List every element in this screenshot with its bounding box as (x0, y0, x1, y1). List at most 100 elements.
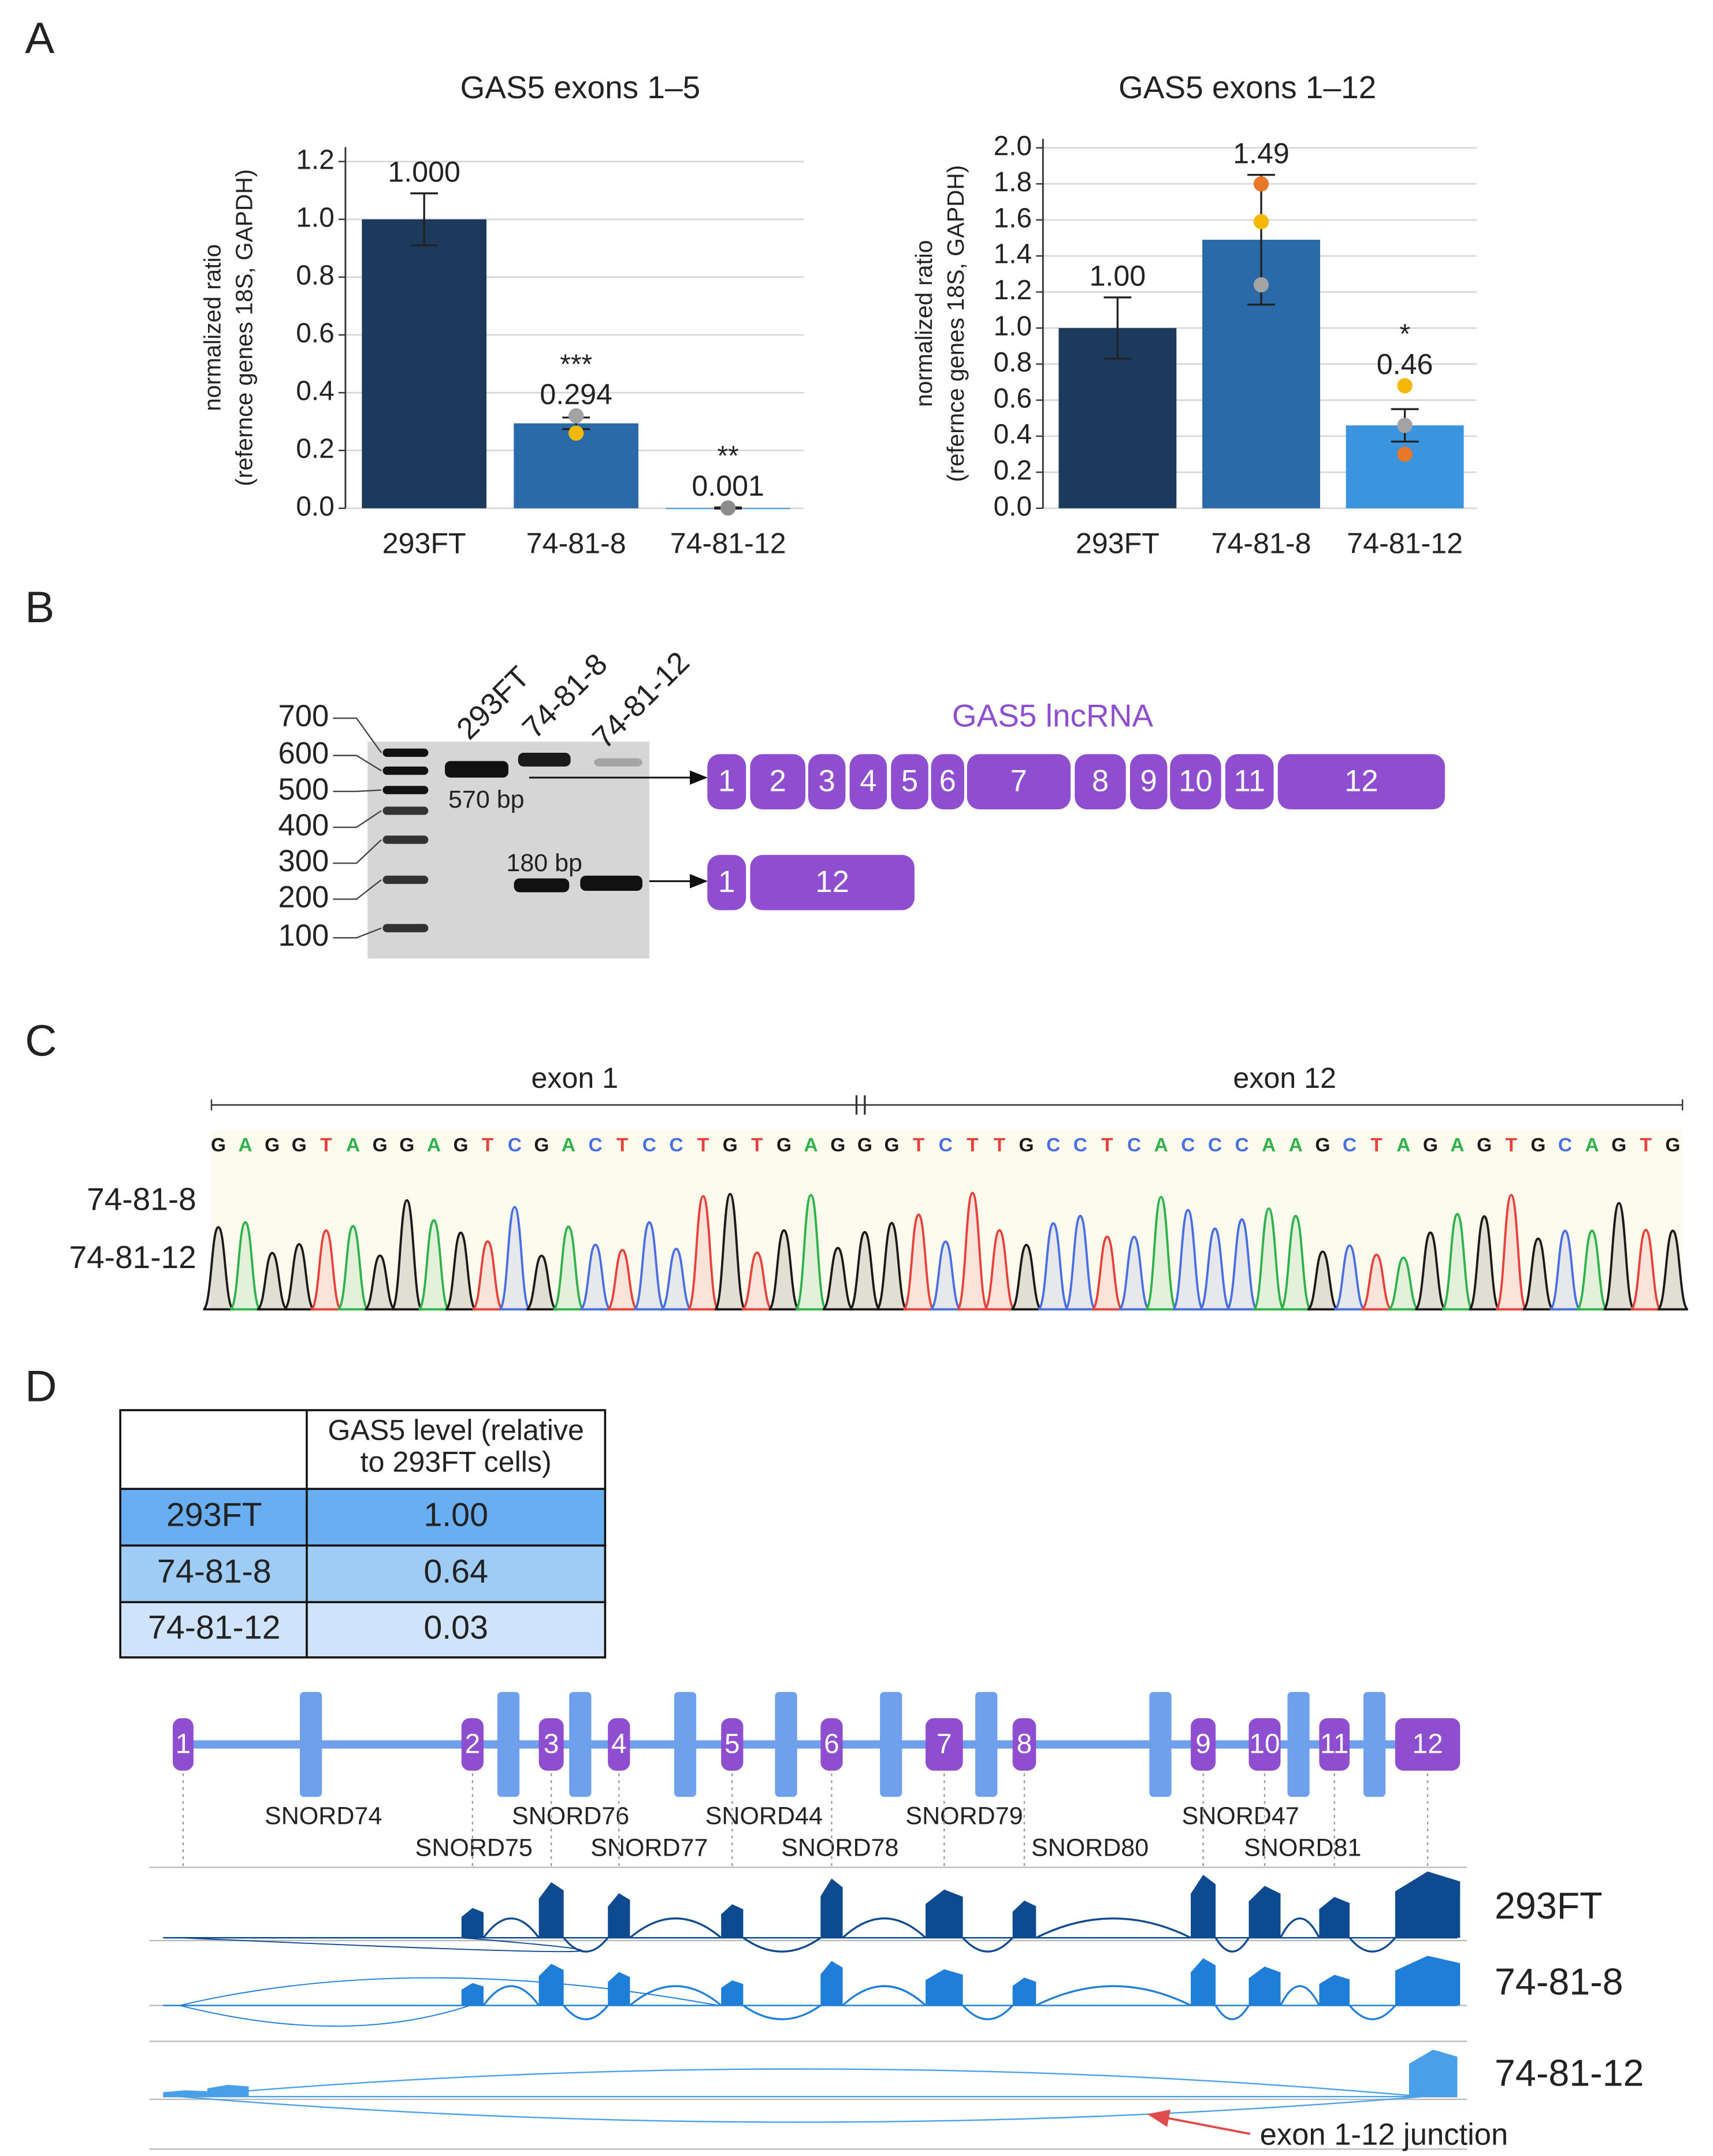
replicate-point (568, 425, 584, 441)
trace-peak (741, 1251, 773, 1311)
coverage (820, 1878, 843, 1938)
base-call: A (1262, 1135, 1276, 1156)
replicate-point (1253, 277, 1269, 293)
value-label: 1.49 (1233, 137, 1290, 169)
ladder-label: 300 (278, 844, 329, 878)
exon (1012, 1718, 1036, 1771)
base-call: A (1154, 1135, 1168, 1156)
base-call: A (1289, 1135, 1303, 1156)
exon-label: 10 (1179, 764, 1212, 798)
exon (1248, 1718, 1281, 1771)
junction-arc (1035, 1917, 1191, 1939)
base-call: G (1665, 1135, 1680, 1156)
exon (707, 754, 746, 809)
bar (362, 219, 487, 508)
junction-arc (482, 1985, 540, 2006)
trace-peak (983, 1229, 1016, 1311)
exon-label: 9 (1140, 764, 1157, 798)
base-call: T (994, 1135, 1006, 1156)
base-call: T (913, 1135, 925, 1156)
table-header-cell (119, 1409, 607, 1490)
snord-box (880, 1692, 902, 1797)
panel-label: C (25, 1017, 57, 1066)
trace-peak (552, 1225, 585, 1311)
base-call: A (562, 1135, 575, 1156)
exon-label: 5 (724, 1729, 740, 1760)
y-tick-label: 1.6 (994, 203, 1032, 233)
ladder-leader (333, 927, 382, 939)
sample-label: 74-81-8 (87, 1181, 196, 1217)
snord-label: SNORD79 (905, 1802, 1023, 1830)
junction-arc (563, 1937, 609, 1953)
base-call: G (857, 1135, 872, 1156)
ladder-band (382, 766, 429, 775)
base-call: A (238, 1135, 252, 1156)
base-call: G (373, 1135, 388, 1156)
base-call: G (884, 1135, 899, 1156)
exon-label: 1 (176, 1729, 191, 1760)
snord-label: SNORD76 (512, 1802, 629, 1830)
panel-label: B (25, 583, 54, 632)
trace-peak (364, 1254, 396, 1311)
exon-label: 8 (1017, 1729, 1032, 1760)
ladder-label: 600 (278, 737, 329, 771)
junction-arc (179, 2068, 1423, 2123)
panel-label: A (25, 14, 54, 63)
y-tick-label: 0.6 (994, 383, 1032, 414)
base-call: A (1585, 1135, 1599, 1156)
base-call: C (1558, 1135, 1572, 1156)
base-call: C (1046, 1135, 1060, 1156)
track-label: 74-81-8 (1495, 1961, 1623, 2003)
region-label: exon 12 (1233, 1062, 1336, 1094)
coverage (461, 1983, 484, 2006)
exon (707, 854, 746, 910)
exon (721, 1718, 744, 1771)
table-row (119, 1488, 607, 1547)
exon-label: 3 (818, 764, 835, 798)
trace-peak (229, 1221, 262, 1311)
trace-peak (526, 1254, 558, 1311)
base-call: T (616, 1135, 629, 1156)
y-axis-label: normalized ratio (199, 244, 226, 411)
junction-arc (962, 1937, 1013, 1953)
ladder-band (382, 835, 429, 844)
trace-peak (1388, 1257, 1420, 1311)
trace-peak (471, 1240, 504, 1311)
trace-peak (1549, 1229, 1581, 1311)
x-tick-label: 74-81-12 (670, 527, 786, 560)
coverage (538, 1964, 564, 2006)
exon (1191, 1718, 1216, 1771)
base-call: T (1506, 1135, 1518, 1156)
coverage (1248, 1966, 1281, 2006)
replicate-point (720, 500, 736, 516)
y-axis-label: (refernce genes 18S, GAPDH) (942, 165, 969, 482)
junction-arc (1348, 2005, 1396, 2020)
junction-arc (842, 1917, 927, 1939)
exon (173, 1718, 194, 1771)
coverage (1395, 1871, 1461, 1938)
base-call: C (939, 1135, 953, 1156)
snord-label: SNORD47 (1182, 1802, 1299, 1830)
panel-label: D (25, 1362, 57, 1411)
trace-peak (579, 1243, 611, 1311)
snord-box (300, 1692, 322, 1797)
exon-label: 11 (1233, 764, 1265, 798)
junction-arc (742, 1936, 822, 1953)
x-tick-label: 293FT (1076, 527, 1160, 560)
trace-peak (1333, 1244, 1366, 1311)
base-call: G (454, 1135, 469, 1156)
y-tick-label: 1.0 (296, 202, 334, 233)
base-call: G (399, 1135, 414, 1156)
snord-label: SNORD74 (265, 1802, 382, 1830)
trace-peak (1010, 1244, 1042, 1311)
trace-peak (310, 1229, 342, 1311)
base-call: G (1611, 1135, 1626, 1156)
exon-label: 12 (1412, 1729, 1443, 1760)
junction-arc (482, 1917, 540, 1939)
coverage (926, 1889, 963, 1938)
trace-peak (1279, 1214, 1312, 1311)
trace-peak (607, 1248, 638, 1311)
replicate-point (1397, 378, 1413, 393)
trace-peak (1414, 1231, 1447, 1311)
